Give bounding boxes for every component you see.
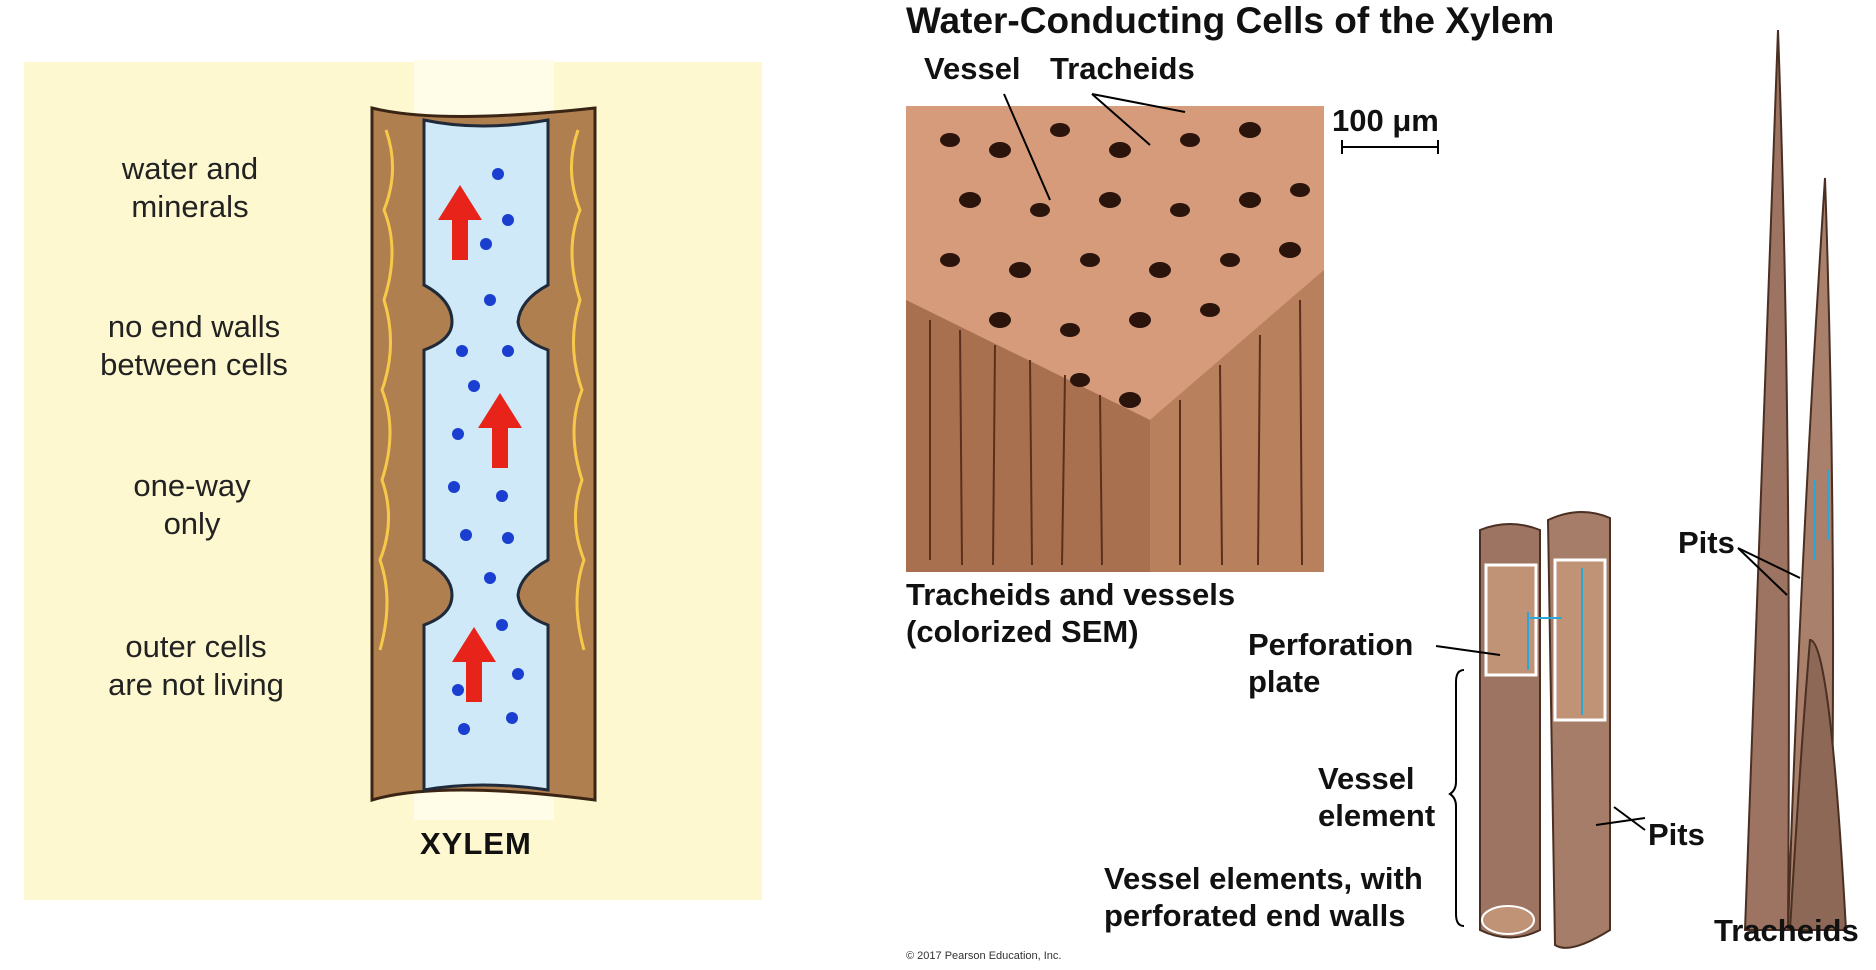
sem-micrograph [906, 93, 1439, 572]
label-pits-tracheid: Pits [1678, 525, 1735, 560]
flow-arrow [452, 627, 496, 702]
xylem-tube-diagram [370, 60, 597, 820]
label-tracheids-bottom: Tracheids [1714, 913, 1859, 948]
sem-fibers [929, 299, 1303, 566]
label-tracheids-top: Tracheids [1050, 51, 1195, 86]
water-channel [422, 118, 550, 792]
label-no-end-walls: no end walls between cells [100, 309, 288, 382]
label-water-minerals: water and minerals [121, 151, 259, 224]
flow-arrow [438, 185, 482, 260]
label-scale: 100 μm [1332, 103, 1439, 138]
xylem-title: XYLEM [420, 826, 532, 861]
vessel-elements-illustration [1435, 510, 1646, 949]
label-outer-cells: outer cells are not living [108, 629, 284, 702]
copyright: © 2017 Pearson Education, Inc. [906, 950, 1062, 962]
tube-top-opening [414, 60, 554, 120]
label-vessel-element: Vessel element [1318, 761, 1436, 833]
sem-caption: Tracheids and vessels (colorized SEM) [906, 577, 1236, 649]
label-one-way: one-way only [133, 468, 251, 541]
figure-title: Water-Conducting Cells of the Xylem [906, 0, 1555, 41]
wall-fiber [378, 129, 394, 651]
label-perforation-plate: Perforation plate [1248, 627, 1414, 699]
label-vessel: Vessel [924, 51, 1021, 86]
flow-arrow [478, 393, 522, 468]
sem-pores [940, 122, 1310, 408]
label-pits-vessel: Pits [1648, 817, 1705, 852]
scale-bar [1341, 140, 1439, 154]
vessel-elements-caption: Vessel elements, with perforated end wall… [1104, 861, 1423, 933]
wall-fiber [570, 129, 586, 651]
tracheids-illustration [1737, 29, 1848, 931]
mineral-particles [448, 168, 524, 735]
bracket [1448, 669, 1465, 927]
